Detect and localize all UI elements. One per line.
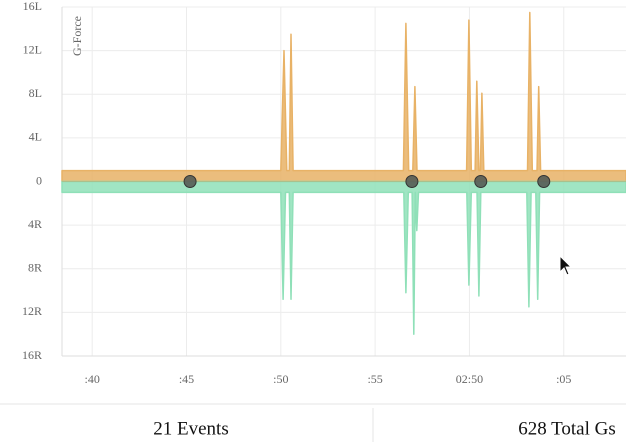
cursor <box>559 254 573 276</box>
y-tick-label: 16L <box>23 0 42 13</box>
event-marker <box>474 175 488 188</box>
y-tick-label: 16R <box>22 348 42 362</box>
event-marker <box>537 175 551 188</box>
x-tick-label: :40 <box>85 372 100 386</box>
y-tick-label: 0 <box>36 173 42 187</box>
event-marker <box>405 175 419 188</box>
y-tick-label: 8L <box>29 86 42 100</box>
stat: 21 Events <box>153 418 228 439</box>
y-tick-label: 8R <box>28 261 42 275</box>
y-axis-label: G-Force <box>70 16 84 56</box>
y-tick-label: 4R <box>28 217 42 231</box>
x-tick-label: :05 <box>556 372 571 386</box>
x-tick-label: :55 <box>367 372 382 386</box>
y-tick-label: 4L <box>29 130 42 144</box>
y-tick-label: 12L <box>23 42 42 56</box>
x-tick-label: 02:50 <box>456 372 483 386</box>
y-tick-label: 12R <box>22 304 42 318</box>
area <box>61 180 626 335</box>
plot <box>61 11 626 335</box>
x-tick-label: :45 <box>179 372 194 386</box>
x-tick-label: :50 <box>273 372 288 386</box>
stat: 628 Total Gs <box>518 418 616 439</box>
area <box>61 11 626 183</box>
event-marker <box>183 175 197 188</box>
